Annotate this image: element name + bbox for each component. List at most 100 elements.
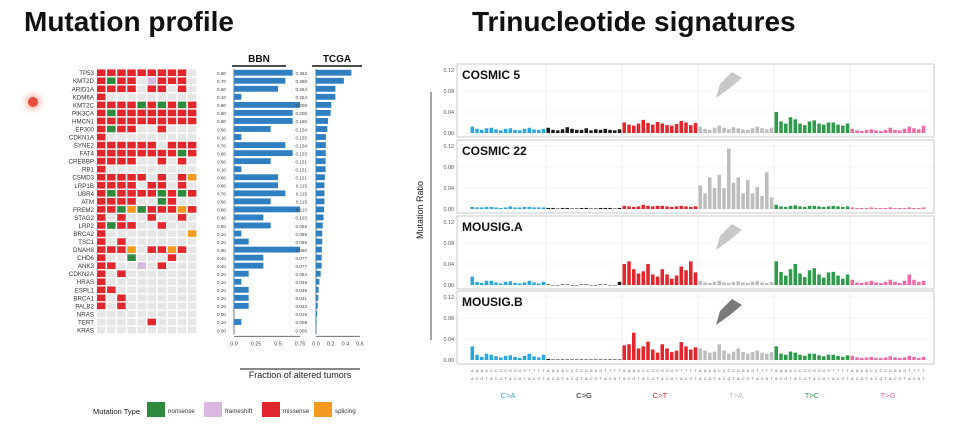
heatmap-cell bbox=[157, 326, 167, 334]
signature-bar bbox=[741, 282, 745, 285]
signature-y-tick: 0.12 bbox=[444, 295, 455, 301]
signature-y-tick: 0.04 bbox=[444, 186, 455, 192]
signature-bar bbox=[584, 207, 589, 209]
heatmap-cell bbox=[107, 149, 116, 157]
tcga-bar-hras bbox=[316, 278, 320, 285]
legend-label-missense: missense bbox=[283, 408, 310, 415]
heatmap-cell bbox=[147, 77, 156, 85]
heatmap-cell bbox=[147, 302, 156, 310]
signature-bar bbox=[798, 123, 802, 133]
context-letter: C bbox=[476, 377, 479, 381]
context-letter: A bbox=[528, 377, 531, 381]
signature-bar bbox=[698, 348, 703, 360]
signature-bar bbox=[565, 127, 570, 133]
context-letter: C bbox=[804, 369, 807, 373]
context-letter: A bbox=[585, 377, 588, 381]
signature-bar bbox=[499, 283, 503, 285]
heatmap-cell bbox=[157, 198, 167, 205]
context-letter: A bbox=[476, 369, 479, 373]
signature-bar bbox=[883, 357, 888, 360]
signature-bar bbox=[518, 207, 522, 209]
heatmap-cell bbox=[147, 165, 156, 173]
heatmap-cell bbox=[127, 318, 136, 326]
context-letter: C bbox=[761, 377, 764, 381]
signature-bar bbox=[475, 281, 479, 285]
signature-bar bbox=[722, 188, 726, 209]
heatmap-cell bbox=[107, 270, 116, 278]
heatmap-cell bbox=[127, 165, 136, 173]
context-letter: T bbox=[505, 377, 508, 381]
signature-bar bbox=[717, 280, 722, 285]
context-letter: C bbox=[856, 377, 859, 381]
signature-bar bbox=[480, 356, 484, 360]
context-letter: T bbox=[790, 377, 793, 381]
gene-label-tp53: TP53 bbox=[79, 70, 94, 77]
gene-label-rb1: RB1 bbox=[82, 167, 95, 174]
signature-bar bbox=[660, 123, 665, 133]
bbn-bar-kmt2d bbox=[234, 77, 286, 84]
heatmap-cell bbox=[97, 294, 106, 302]
context-letter: A bbox=[566, 377, 569, 381]
signature-bar bbox=[674, 275, 679, 285]
signature-y-tick: 0.00 bbox=[444, 358, 455, 364]
signature-bar bbox=[684, 346, 688, 360]
heatmap-cell bbox=[167, 294, 177, 302]
tcga-bar-kmt2d bbox=[316, 77, 344, 84]
signature-y-tick: 0.04 bbox=[444, 110, 455, 116]
heatmap-cell bbox=[177, 246, 187, 253]
context-letter: G bbox=[670, 369, 673, 373]
heatmap-cell bbox=[127, 141, 136, 149]
context-letter: A bbox=[699, 369, 702, 373]
heatmap-cell bbox=[147, 270, 156, 278]
tcga-value-label: 0.115 bbox=[296, 184, 308, 189]
heatmap-cell bbox=[107, 77, 116, 85]
tcga-value-label: 0.154 bbox=[296, 127, 308, 132]
heatmap-cell bbox=[187, 181, 197, 189]
context-letter: G bbox=[898, 377, 901, 381]
heatmap-cell bbox=[157, 149, 167, 157]
heatmap-cell bbox=[177, 262, 187, 269]
signature-bar bbox=[860, 282, 864, 285]
signature-bar bbox=[907, 274, 912, 285]
heatmap-cell bbox=[147, 149, 156, 157]
heatmap-cell bbox=[147, 286, 156, 294]
tcga-value-label: 0.008 bbox=[296, 320, 308, 325]
signature-bar bbox=[898, 357, 902, 360]
context-letter: C bbox=[723, 369, 726, 373]
context-letter: G bbox=[917, 377, 920, 381]
context-letter: A bbox=[789, 369, 792, 373]
gene-label-tert: TERT bbox=[78, 319, 94, 326]
heatmap-cell bbox=[107, 133, 116, 141]
heatmap-cell bbox=[107, 246, 116, 253]
heatmap-cell bbox=[97, 69, 106, 77]
context-letter: T bbox=[619, 377, 622, 381]
context-letter: T bbox=[486, 377, 489, 381]
heatmap-cell bbox=[107, 254, 116, 261]
tcga-value-label: 0.064 bbox=[296, 272, 308, 277]
context-letter: G bbox=[518, 369, 521, 373]
tcga-bar-lrp2 bbox=[316, 222, 323, 229]
signature-bar bbox=[522, 282, 527, 285]
signature-bar bbox=[693, 347, 698, 360]
heatmap-cell bbox=[187, 157, 197, 165]
heatmap-cell bbox=[147, 69, 156, 77]
tcga-bar-syne2 bbox=[316, 142, 326, 148]
context-letter: C bbox=[894, 377, 897, 381]
context-letter: C bbox=[718, 369, 721, 373]
tcga-value-label: 0.092 bbox=[296, 224, 308, 229]
signature-bar bbox=[579, 284, 584, 285]
heatmap-cell bbox=[97, 222, 106, 229]
context-letter: C bbox=[576, 369, 579, 373]
context-letter: C bbox=[490, 369, 493, 373]
signature-bar bbox=[888, 279, 893, 285]
heatmap-cell bbox=[127, 262, 136, 269]
bbn-bar-pik3ca bbox=[234, 110, 293, 116]
context-letter: T bbox=[918, 369, 921, 373]
signature-bar bbox=[898, 130, 902, 133]
context-letter: A bbox=[709, 369, 712, 373]
heatmap-cell bbox=[117, 125, 126, 133]
signature-bar bbox=[912, 356, 916, 360]
context-letter: A bbox=[547, 369, 550, 373]
context-letter: T bbox=[847, 377, 850, 381]
signature-bar bbox=[774, 346, 779, 360]
